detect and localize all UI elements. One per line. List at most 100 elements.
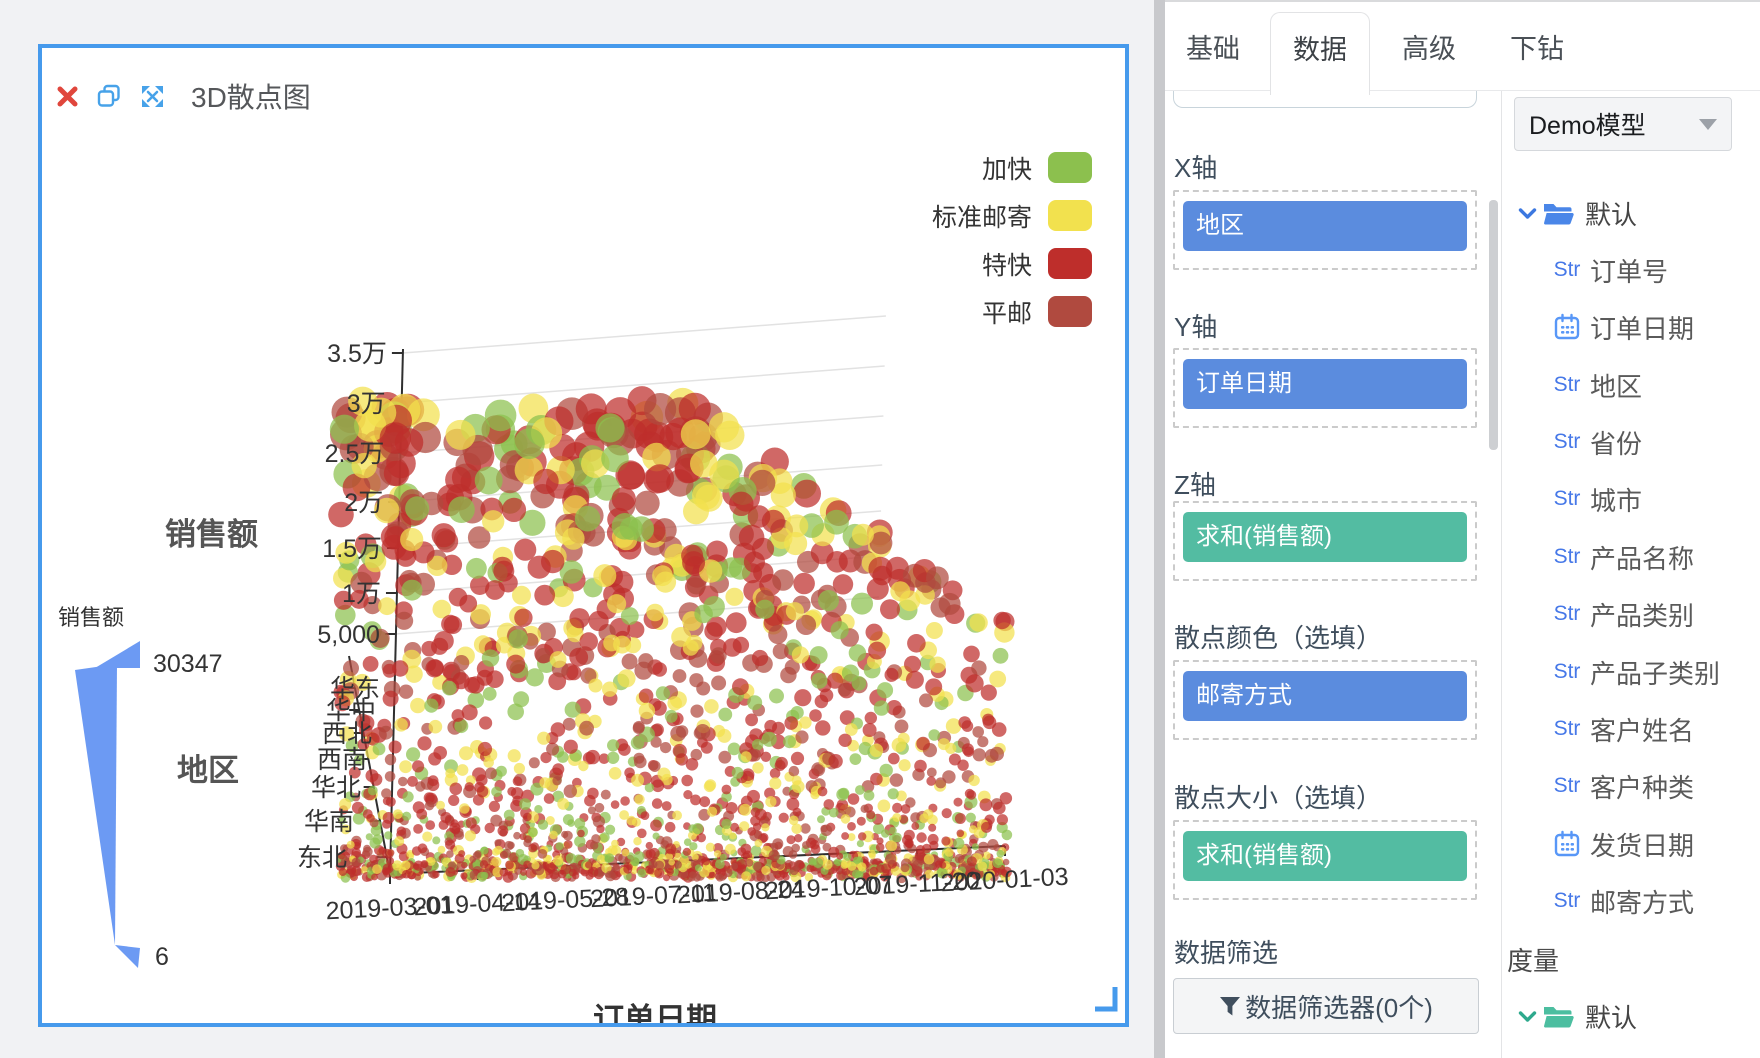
legend-item-特快[interactable]: 特快: [932, 248, 1092, 280]
filter-section-label: 数据筛选: [1174, 938, 1279, 968]
open-folder-icon: [1542, 1004, 1575, 1029]
field-item-产品子类别[interactable]: Str 产品子类别: [1550, 655, 1720, 689]
chart-widget[interactable]: 3D散点图 加快 标准邮寄 特快 平邮 3.5万 3万 2.5万 2万 1.5万 1万 5,…: [38, 44, 1129, 1027]
config-section-label: 散点大小（选填）: [1174, 783, 1383, 813]
legend-swatch: [1048, 248, 1092, 279]
svg-text:华北: 华北: [311, 774, 361, 802]
field-item-订单日期[interactable]: 订单日期: [1550, 310, 1694, 344]
field-chip-求和(销售额)[interactable]: 求和(销售额): [1183, 831, 1467, 881]
svg-text:2.5万: 2.5万: [325, 440, 385, 468]
config-section-label: X轴: [1174, 153, 1218, 183]
svg-text:1万: 1万: [342, 580, 381, 608]
chevron-down-icon[interactable]: [1516, 1010, 1538, 1023]
field-item-客户种类[interactable]: Str 客户种类: [1550, 769, 1694, 803]
svg-text:2019-05-28: 2019-05-28: [501, 883, 630, 918]
legend-label: 加快: [981, 155, 1032, 184]
chart-widget-header: 3D散点图: [56, 76, 311, 116]
svg-text:2019-11-20: 2019-11-20: [853, 867, 980, 902]
string-type-icon: Str: [1553, 660, 1581, 683]
dashboard-canvas: 3D散点图 加快 标准邮寄 特快 平邮 3.5万 3万 2.5万 2万 1.5万 1万 5,…: [38, 44, 1129, 1027]
field-item-城市[interactable]: Str 城市: [1550, 482, 1642, 516]
field-item-地区[interactable]: Str 地区: [1550, 368, 1642, 402]
funnel-icon: [1219, 996, 1241, 1017]
svg-text:2019-04-14: 2019-04-14: [413, 887, 542, 922]
field-item-邮寄方式[interactable]: Str 邮寄方式: [1550, 884, 1694, 918]
field-item-客户姓名[interactable]: Str 客户姓名: [1550, 712, 1694, 746]
string-type-icon: Str: [1553, 258, 1581, 281]
tab-下钻[interactable]: 下钻: [1510, 34, 1564, 64]
string-type-icon: Str: [1553, 889, 1581, 912]
legend-item-加快[interactable]: 加快: [932, 152, 1092, 184]
field-drop-zone[interactable]: 求和(销售额): [1173, 501, 1477, 581]
tab-数据[interactable]: 数据: [1270, 12, 1370, 95]
svg-text:3万: 3万: [347, 390, 386, 418]
copy-icon[interactable]: [96, 83, 122, 109]
data-filter-button[interactable]: 数据筛选器(0个): [1173, 978, 1479, 1034]
field-item-label: 客户种类: [1590, 772, 1695, 803]
field-item-产品类别[interactable]: Str 产品类别: [1550, 597, 1694, 631]
field-item-label: 产品类别: [1590, 600, 1695, 631]
config-section-label: 散点颜色（选填）: [1174, 623, 1383, 653]
svg-text:西南: 西南: [317, 746, 367, 774]
field-item-label: 产品名称: [1590, 543, 1695, 574]
field-item-产品名称[interactable]: Str 产品名称: [1550, 540, 1694, 574]
model-select[interactable]: Demo模型: [1514, 97, 1732, 151]
field-chip-地区[interactable]: 地区: [1183, 201, 1467, 251]
svg-text:1.5万: 1.5万: [322, 535, 382, 563]
field-item-发货日期[interactable]: 发货日期: [1550, 827, 1694, 861]
chevron-down-icon[interactable]: [1516, 207, 1538, 220]
svg-text:华南: 华南: [304, 808, 354, 836]
tab-高级[interactable]: 高级: [1402, 34, 1456, 64]
svg-text:华中: 华中: [326, 697, 376, 725]
field-chip-求和(销售额)[interactable]: 求和(销售额): [1183, 512, 1467, 562]
field-drop-zone[interactable]: 求和(销售额): [1173, 820, 1477, 900]
string-type-icon: Str: [1553, 717, 1581, 740]
svg-text:2019-07-11: 2019-07-11: [589, 879, 716, 914]
open-folder-icon: [1542, 201, 1575, 226]
field-item-label: 城市: [1590, 485, 1643, 516]
svg-text:东北: 东北: [297, 844, 347, 872]
panel-splitter[interactable]: [1154, 0, 1165, 1058]
field-chip-订单日期[interactable]: 订单日期: [1183, 359, 1467, 409]
scatter-points[interactable]: [328, 386, 1015, 884]
settings-panel: 基础 数据 高级 下钻 X轴 地区 Y轴 订单日期 Z轴 求和(销售额) 散点颜色（选填） 邮寄方式…: [1165, 0, 1760, 1058]
field-item-订单号[interactable]: Str 订单号: [1550, 253, 1668, 287]
expand-icon[interactable]: [139, 83, 166, 110]
field-drop-zone[interactable]: 地区: [1173, 190, 1477, 270]
legend-label: 平邮: [981, 299, 1032, 328]
calendar-icon: [1550, 830, 1584, 858]
field-drop-zone[interactable]: 邮寄方式: [1173, 660, 1477, 740]
data-filter-button-label: 数据筛选器(0个): [1245, 992, 1433, 1023]
folder-label: 默认: [1585, 1002, 1638, 1033]
chevron-down-icon: [1699, 118, 1717, 130]
data-config-column: X轴 地区 Y轴 订单日期 Z轴 求和(销售额) 散点颜色（选填） 邮寄方式 散点大小（选填） 求…: [1165, 89, 1502, 1058]
chart-title-input-partial[interactable]: [1173, 89, 1477, 108]
size-legend: 销售额 30347 6: [58, 605, 223, 971]
field-chip-邮寄方式[interactable]: 邮寄方式: [1183, 671, 1467, 721]
string-type-icon: Str: [1553, 430, 1581, 453]
tab-基础[interactable]: 基础: [1186, 34, 1240, 64]
field-item-省份[interactable]: Str 省份: [1550, 425, 1642, 459]
resize-handle[interactable]: [1095, 987, 1118, 1012]
string-type-icon: Str: [1553, 487, 1581, 510]
folder-row-dimensions[interactable]: 默认: [1516, 196, 1637, 230]
field-item-label: 产品子类别: [1590, 658, 1721, 689]
field-item-label: 订单日期: [1590, 313, 1695, 344]
close-icon[interactable]: [56, 85, 79, 108]
size-legend-max: 30347: [153, 650, 223, 678]
legend-item-平邮[interactable]: 平邮: [932, 296, 1092, 328]
svg-text:销售额: 销售额: [58, 605, 124, 630]
svg-text:5,000: 5,000: [317, 621, 380, 649]
svg-text:2020-01-03: 2020-01-03: [940, 863, 1069, 898]
legend-label: 标准邮寄: [931, 203, 1032, 232]
config-scrollbar-thumb[interactable]: [1489, 200, 1498, 450]
string-type-icon: Str: [1553, 774, 1581, 797]
legend-swatch: [1048, 152, 1092, 183]
field-item-label: 客户姓名: [1590, 715, 1695, 746]
legend-item-标准邮寄[interactable]: 标准邮寄: [931, 200, 1092, 232]
folder-row-measures[interactable]: 默认: [1516, 999, 1637, 1033]
field-drop-zone[interactable]: 订单日期: [1173, 348, 1477, 428]
svg-text:西北: 西北: [322, 720, 372, 748]
